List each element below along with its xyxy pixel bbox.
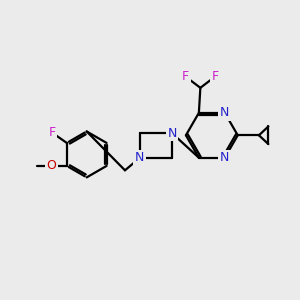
Text: F: F bbox=[182, 70, 189, 83]
Text: N: N bbox=[135, 152, 144, 164]
Text: F: F bbox=[212, 70, 219, 83]
Text: F: F bbox=[49, 126, 56, 139]
Text: N: N bbox=[167, 127, 177, 140]
Text: N: N bbox=[220, 151, 230, 164]
Text: O: O bbox=[46, 159, 56, 172]
Text: N: N bbox=[220, 106, 230, 119]
